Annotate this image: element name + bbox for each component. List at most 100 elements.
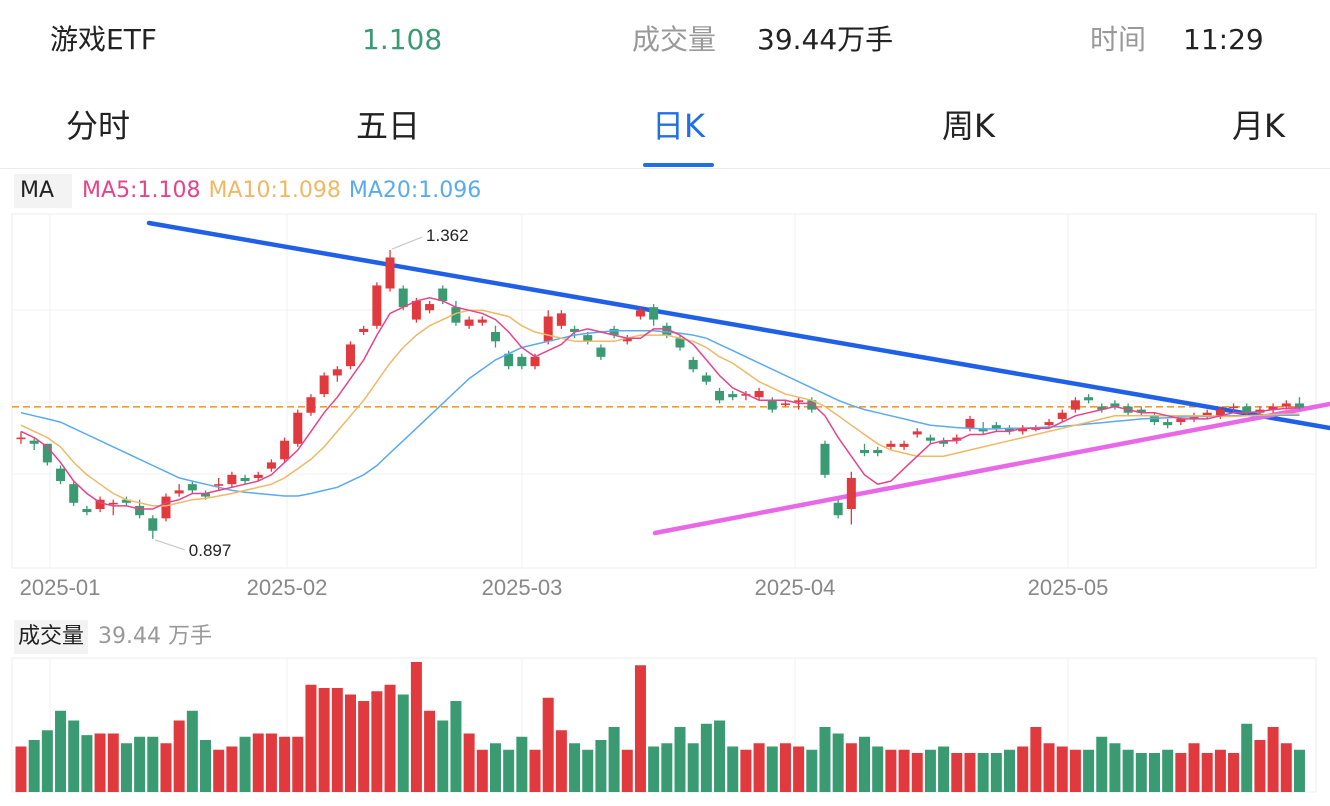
- candle-body: [807, 400, 817, 410]
- volume-bar: [1148, 753, 1160, 792]
- tab-weekly-k[interactable]: 周K: [942, 107, 995, 145]
- volume-bar: [845, 743, 857, 792]
- ma5-value: MA5:1.108: [82, 178, 201, 203]
- candle-body: [1018, 428, 1028, 432]
- candle-body: [451, 307, 461, 323]
- time-value: 11:29: [1183, 23, 1264, 56]
- volume-bar: [318, 688, 330, 792]
- volume-bar: [1162, 749, 1174, 792]
- x-axis-label: 2025-04: [755, 575, 836, 600]
- volume-bar: [186, 710, 198, 792]
- volume-selector[interactable]: 成交量: [14, 620, 89, 654]
- time-label: 时间: [1090, 23, 1147, 56]
- candle-body: [214, 484, 224, 486]
- volume-bar: [160, 743, 172, 792]
- candle-body: [912, 431, 922, 435]
- candle-body: [570, 328, 580, 332]
- candle-body: [530, 356, 540, 367]
- tab-monthly-k[interactable]: 月K: [1232, 107, 1285, 145]
- volume-bar: [463, 733, 475, 792]
- volume-bar: [55, 710, 67, 792]
- candle-body: [1294, 403, 1304, 408]
- candle-body: [991, 425, 1001, 429]
- volume-bar: [292, 736, 304, 792]
- volume-bar: [437, 720, 449, 792]
- volume-bar: [964, 753, 976, 792]
- tab-daily-k[interactable]: 日K: [652, 107, 705, 145]
- volume-bar: [305, 684, 317, 792]
- candle-body: [596, 347, 606, 357]
- candle-body: [425, 304, 435, 311]
- volume-bar: [740, 749, 752, 792]
- moving-averages: [20, 297, 1300, 510]
- volume-bar: [1228, 753, 1240, 792]
- ma10-line: [20, 309, 1300, 507]
- candle-body: [29, 440, 39, 444]
- volume-bar: [1214, 749, 1226, 792]
- volume-bar: [806, 749, 818, 792]
- candle-body: [925, 437, 935, 441]
- candle-body: [82, 509, 92, 513]
- min-annotation-label: 0.897: [189, 541, 232, 560]
- volume-bar: [1188, 743, 1200, 792]
- tab-five-day[interactable]: 五日: [356, 107, 421, 145]
- volume-bar: [1135, 753, 1147, 792]
- max-annotation-label: 1.362: [426, 226, 469, 245]
- volume-bar: [476, 749, 488, 792]
- volume-bar: [872, 746, 884, 792]
- volume-bar: [766, 746, 778, 792]
- candle-body: [635, 310, 645, 317]
- ma5-line: [20, 297, 1300, 510]
- volume-bar: [239, 736, 251, 792]
- ma-legend: MA MA5:1.108 MA10:1.098 MA20:1.096: [14, 174, 481, 208]
- x-axis-label: 2025-02: [247, 575, 328, 600]
- candle-body: [1242, 406, 1252, 413]
- volume-bar: [634, 665, 646, 792]
- candle-body: [174, 490, 184, 494]
- volume-bar: [134, 736, 146, 792]
- candle-body: [240, 477, 250, 482]
- volume-bar: [1293, 749, 1305, 792]
- candle-body: [1229, 406, 1239, 409]
- candle-body: [886, 443, 896, 447]
- annotations: 1.362 0.897: [154, 226, 469, 560]
- candle-body: [517, 356, 527, 367]
- candle-body: [583, 335, 593, 342]
- volume-bar: [345, 694, 356, 792]
- tab-intraday[interactable]: 分时: [66, 107, 131, 145]
- volume-bar: [15, 746, 27, 792]
- candle-body: [16, 437, 26, 440]
- candle-body: [293, 412, 303, 444]
- candle-body: [1189, 415, 1199, 419]
- volume-bar: [1096, 736, 1108, 792]
- candle-body: [1084, 397, 1094, 401]
- x-axis-label: 2025-01: [20, 575, 101, 600]
- volume-bar: [424, 710, 436, 792]
- volume-bar: [832, 733, 844, 792]
- volume-bar: [1043, 743, 1055, 792]
- volume-legend-value: 39.44 万手: [98, 624, 212, 649]
- volume-bar: [595, 740, 607, 792]
- volume-bar: [107, 733, 119, 792]
- candle-body: [1268, 406, 1278, 410]
- volume-bar: [450, 701, 462, 792]
- volume-bar: [1056, 746, 1068, 792]
- volume-bar: [331, 688, 343, 792]
- volume-bar: [990, 753, 1002, 792]
- candle-body: [253, 474, 263, 478]
- candle-body: [701, 375, 711, 382]
- volume-bar: [661, 743, 673, 792]
- candle-body: [490, 332, 500, 342]
- volume-bar: [779, 743, 791, 792]
- x-axis-labels: 2025-01 2025-02 2025-03 2025-04 2025-05: [20, 575, 1109, 600]
- trend-lines: [146, 220, 1330, 536]
- candle-body: [69, 484, 79, 503]
- ma-selector[interactable]: MA: [14, 174, 73, 208]
- candle-body: [1110, 403, 1120, 407]
- ma20-line: [20, 330, 1300, 497]
- candle-body: [187, 484, 197, 491]
- price-plot-border: [11, 213, 1317, 569]
- candle-body: [359, 328, 369, 332]
- volume-bar: [384, 684, 396, 792]
